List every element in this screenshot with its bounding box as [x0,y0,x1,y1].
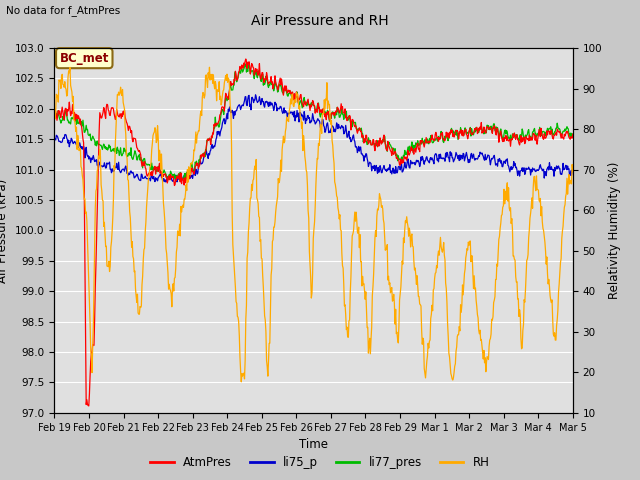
X-axis label: Time: Time [299,438,328,451]
Y-axis label: Air Pressure (kPa): Air Pressure (kPa) [0,178,10,283]
Legend: AtmPres, li75_p, li77_pres, RH: AtmPres, li75_p, li77_pres, RH [146,452,494,474]
Text: BC_met: BC_met [60,52,109,65]
Text: Air Pressure and RH: Air Pressure and RH [251,14,389,28]
Text: No data for f_AtmPres: No data for f_AtmPres [6,5,121,16]
Y-axis label: Relativity Humidity (%): Relativity Humidity (%) [608,162,621,299]
